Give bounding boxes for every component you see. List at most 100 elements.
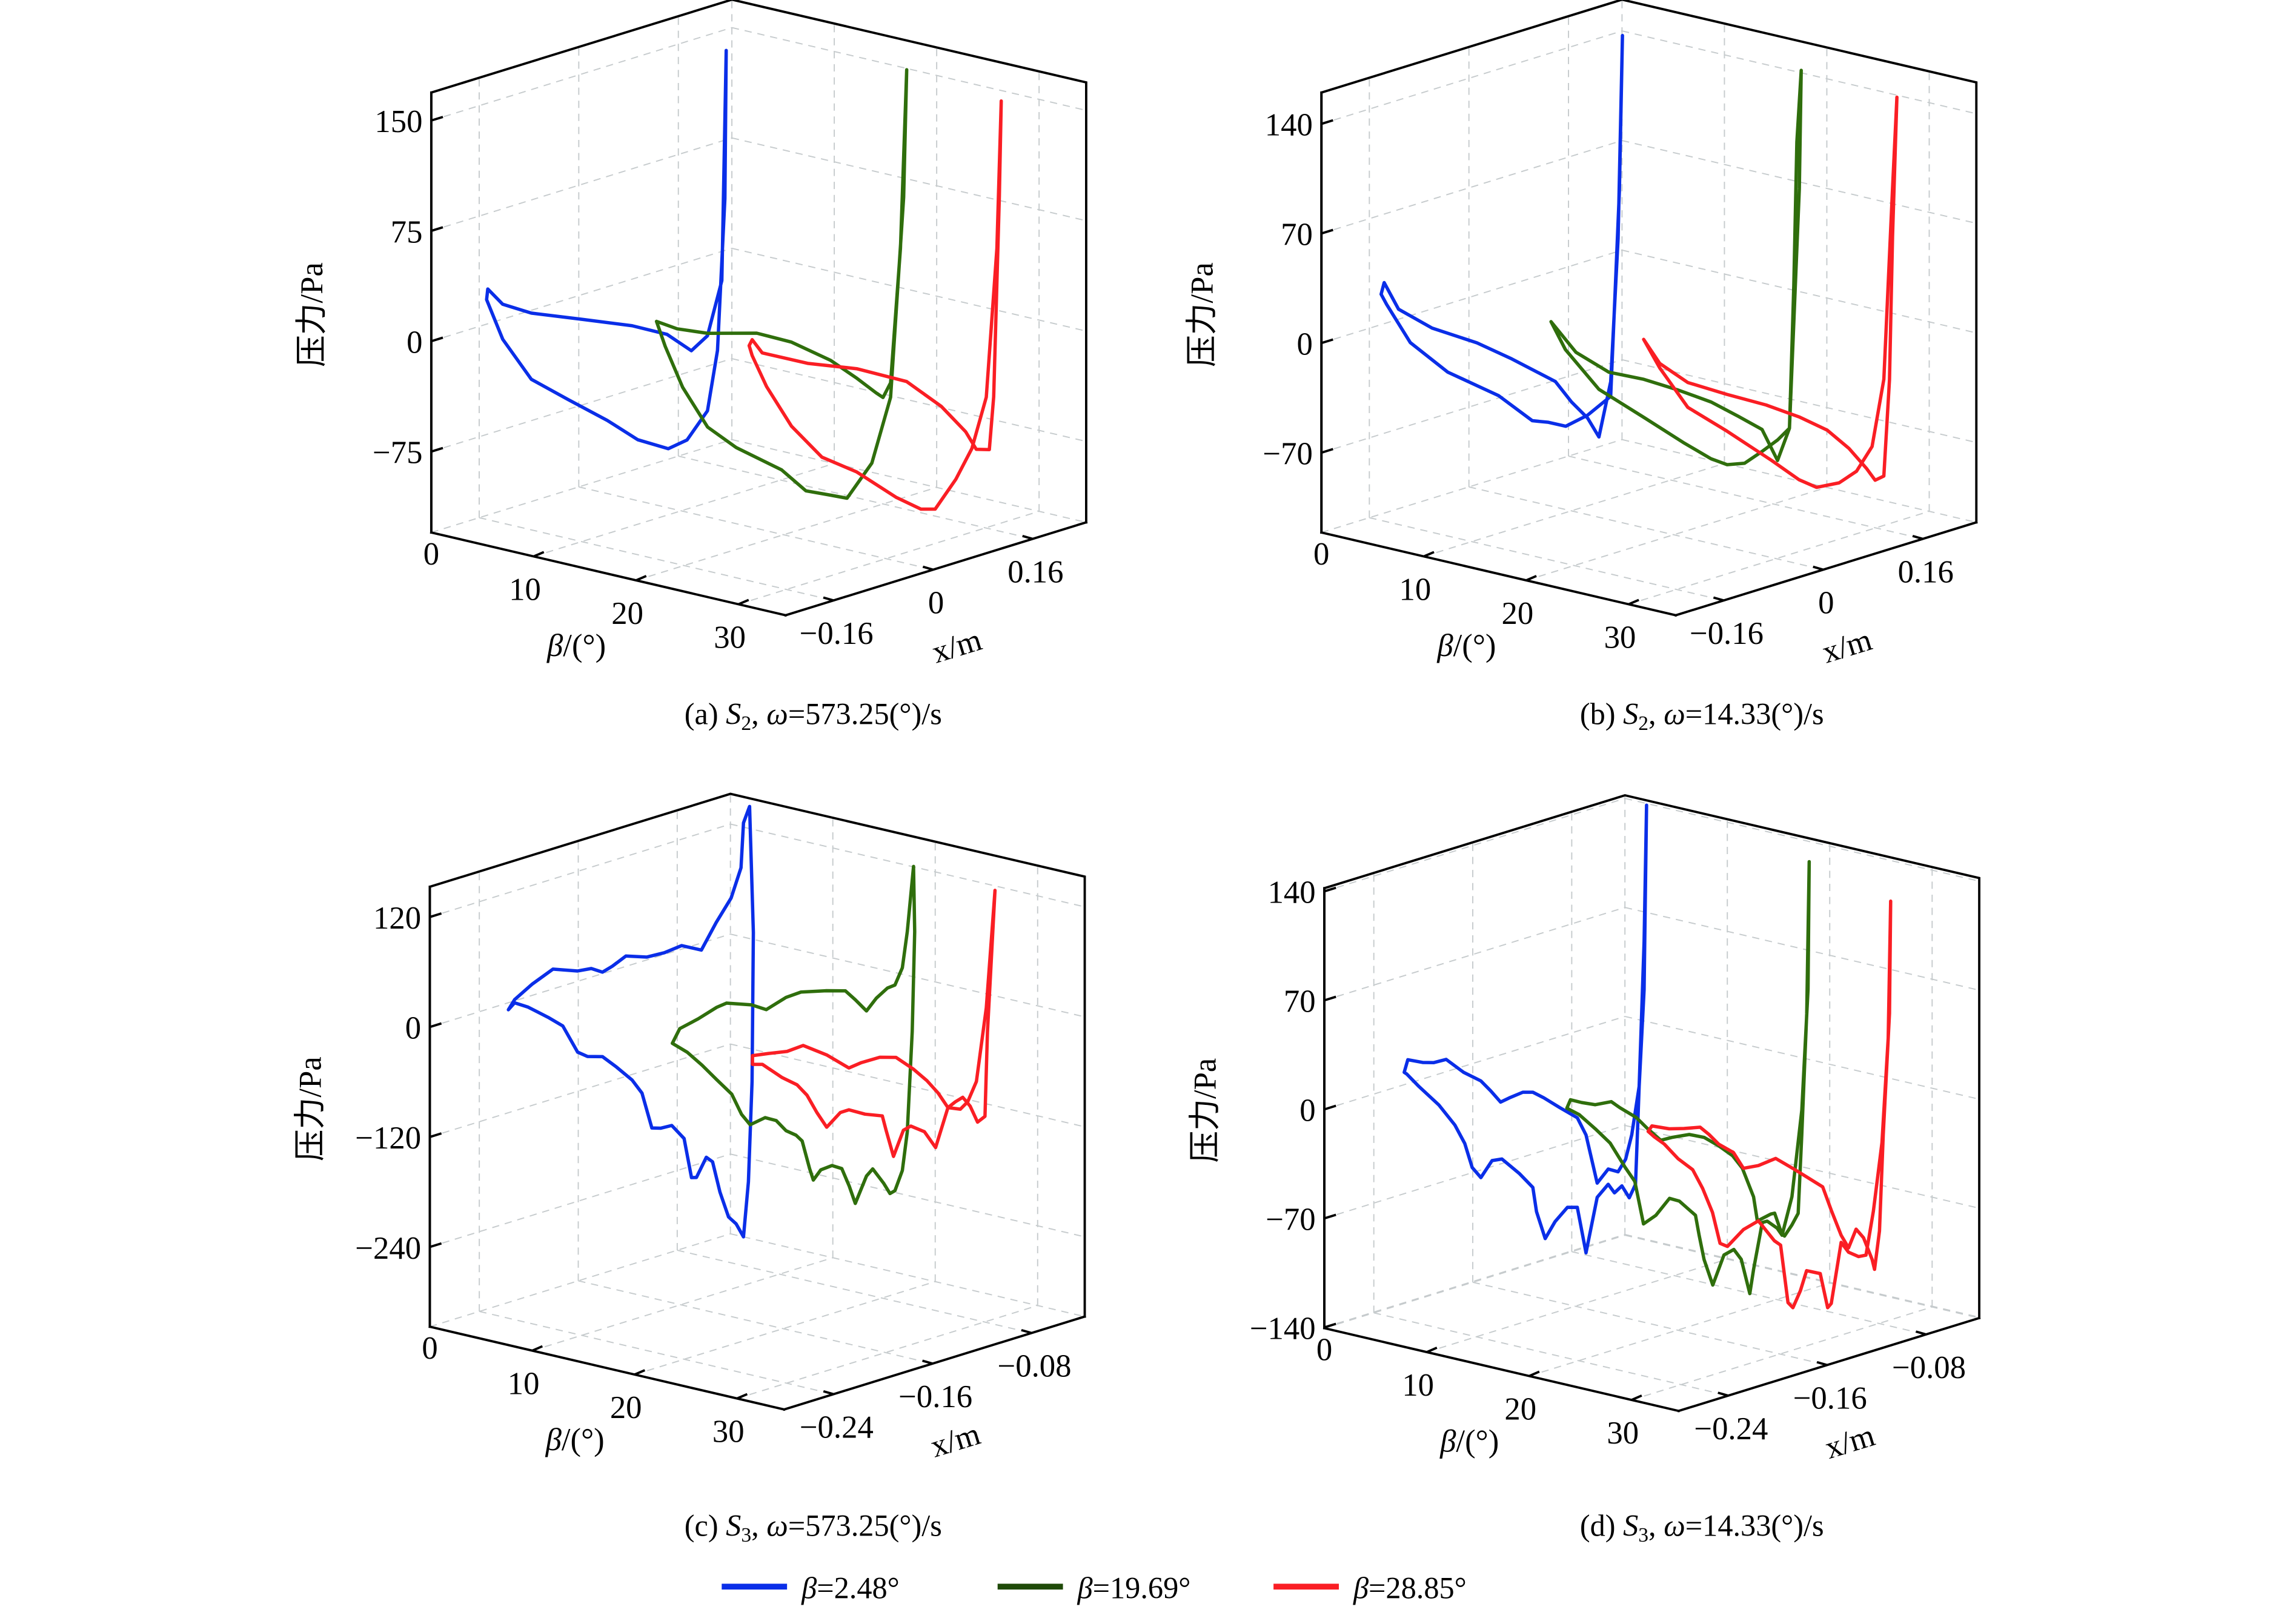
gridline xyxy=(634,1281,936,1376)
z-tick xyxy=(1324,1322,1336,1329)
gridline xyxy=(731,247,1087,332)
z-tick xyxy=(429,1022,442,1029)
x-tick-label: 0 xyxy=(928,585,944,620)
x-tick xyxy=(1912,534,1923,540)
gridline xyxy=(479,1311,834,1395)
beta-axis-title: β/(°) xyxy=(1439,1423,1499,1459)
beta-tick-label: 20 xyxy=(610,1390,642,1425)
gridline xyxy=(730,1233,1085,1317)
legend-label: β=28.85° xyxy=(1353,1571,1467,1605)
beta-axis xyxy=(430,531,788,617)
beta-tick-label: 30 xyxy=(1604,620,1636,655)
x-tick xyxy=(1718,1391,1729,1397)
z-tick-label: −240 xyxy=(355,1231,421,1266)
beta-symbol: β xyxy=(545,1422,562,1457)
gridline xyxy=(1324,907,1625,1001)
beta-tick xyxy=(1423,551,1435,558)
gridline xyxy=(1624,1233,1980,1318)
gridline xyxy=(731,358,1087,442)
beta-symbol: β xyxy=(1439,1423,1456,1459)
panel-caption: (d) S3, ω=14.33(°)/s xyxy=(1580,1508,1824,1546)
x-tick xyxy=(1022,534,1034,540)
x-tick-label: −0.24 xyxy=(1694,1411,1768,1447)
series-line-beta-19.69 xyxy=(1549,68,1803,466)
gridline xyxy=(1528,1282,1830,1377)
x-axis xyxy=(1677,1316,1981,1413)
panel-d: −140 −70 0 70 140 0 10 20 30 −0.24 −0.16 −0.08 压力/Pa… xyxy=(1187,794,1981,1546)
gridline xyxy=(532,1257,833,1351)
gridline xyxy=(730,933,1085,1018)
beta-axis xyxy=(1319,531,1678,617)
x-tick xyxy=(922,565,934,571)
gridline xyxy=(579,486,934,571)
gridline xyxy=(730,1153,1085,1238)
gridline xyxy=(1526,486,1827,581)
beta-tick-label: 0 xyxy=(423,537,439,572)
gridline xyxy=(1324,798,1625,892)
z-tick xyxy=(1324,1213,1336,1220)
beta-tick-label: 30 xyxy=(1607,1416,1639,1451)
beta-tick-label: 30 xyxy=(714,620,746,655)
z-tick xyxy=(1324,886,1336,893)
panel-b: −70 0 70 140 0 10 20 30 −0.16 0 0.16 压力/Pa β/(°) x/m (… xyxy=(1184,0,1978,735)
x-tick xyxy=(1813,565,1824,571)
z-axis-title: 压力/Pa xyxy=(1184,262,1220,367)
gridline xyxy=(1324,1234,1625,1328)
gridline xyxy=(431,247,732,342)
beta-tick-label: 0 xyxy=(1316,1332,1332,1367)
gridline xyxy=(1324,1235,1625,1329)
z-tick-label: 75 xyxy=(391,214,423,250)
z-tick xyxy=(431,336,443,343)
panel-a: −75 0 75 150 0 10 20 30 −0.16 0 0.16 压力/Pa β/(°) x/m (… xyxy=(294,0,1088,735)
beta-tick-label: 10 xyxy=(508,1367,540,1402)
gridline xyxy=(737,1305,1038,1399)
series-line-beta-2.48 xyxy=(485,48,728,451)
gridline xyxy=(1568,456,1923,540)
gridline xyxy=(1628,511,1930,605)
series-line-beta-28.85 xyxy=(751,889,997,1158)
beta-axis-title: β/(°) xyxy=(545,1422,605,1457)
series-line-beta-28.85 xyxy=(747,99,1003,511)
gridline xyxy=(731,137,1087,222)
x-tick-label: −0.16 xyxy=(1690,616,1764,651)
x-axis-title: x/m xyxy=(1821,1417,1879,1465)
beta-axis xyxy=(428,1325,786,1411)
gridline xyxy=(1624,1125,1980,1209)
gridline xyxy=(1622,359,1977,443)
beta-tick-label: 10 xyxy=(1399,572,1432,607)
gridline xyxy=(730,1043,1085,1128)
beta-tick-label: 0 xyxy=(1313,537,1329,572)
gridline xyxy=(1321,140,1622,234)
gridline xyxy=(1622,439,1977,523)
z-axis-title: 压力/Pa xyxy=(294,262,330,367)
beta-unit: /(°) xyxy=(562,1422,605,1457)
gridline xyxy=(533,463,835,557)
x-tick xyxy=(1915,1330,1927,1336)
gridline xyxy=(430,933,731,1028)
beta-unit: /(°) xyxy=(1456,1423,1499,1459)
series-line-beta-2.48 xyxy=(1379,33,1624,439)
panel-caption: (c) S3, ω=573.25(°)/s xyxy=(685,1508,942,1546)
x-axis xyxy=(782,1315,1086,1411)
x-tick-label: −0.16 xyxy=(800,616,874,651)
beta-tick xyxy=(1525,575,1537,582)
gridline xyxy=(1631,1306,1933,1400)
gridline xyxy=(1321,30,1622,125)
legend-entry: β=28.85° xyxy=(1273,1571,1467,1605)
beta-tick xyxy=(636,575,647,582)
z-tick-label: −70 xyxy=(1266,1202,1315,1238)
beta-tick-label: 0 xyxy=(422,1331,437,1366)
x-tick xyxy=(922,1359,933,1365)
gridline xyxy=(731,27,1087,111)
gridline xyxy=(677,1250,1032,1334)
series-line-beta-19.69 xyxy=(671,864,917,1205)
z-tick xyxy=(431,116,443,122)
x-axis xyxy=(1674,520,1978,617)
x-tick-label: −0.16 xyxy=(898,1379,972,1414)
gridline xyxy=(730,823,1085,908)
z-tick xyxy=(1321,119,1333,125)
gridline xyxy=(1624,798,1980,882)
x-tick-label: −0.08 xyxy=(998,1348,1072,1384)
beta-tick xyxy=(736,1393,748,1400)
